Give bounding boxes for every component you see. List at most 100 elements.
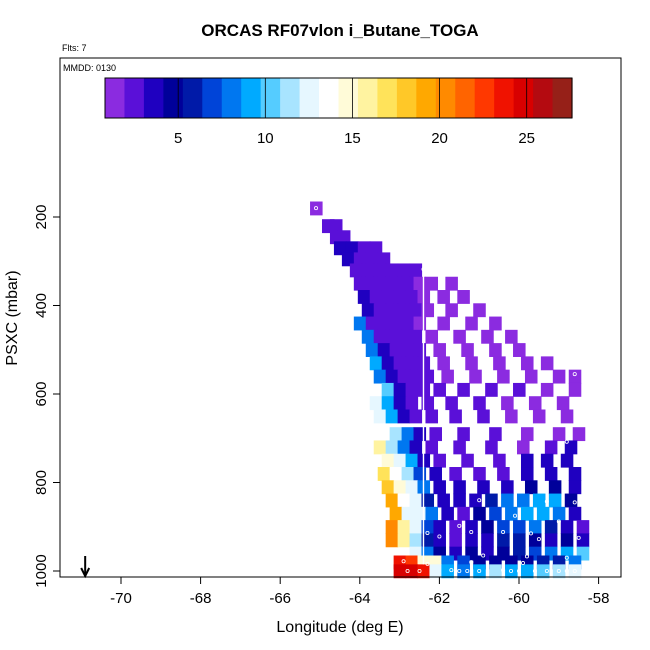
heatmap-cell (465, 520, 478, 534)
sample-points (314, 206, 581, 574)
heatmap-cell (497, 467, 510, 481)
heatmap-cell (393, 480, 407, 495)
sample-point (576, 535, 581, 540)
sample-point (477, 498, 482, 503)
heatmap-cell (357, 241, 371, 256)
heatmap-cell (489, 427, 502, 442)
heatmap-cells (310, 201, 590, 579)
heatmap-cell (405, 290, 419, 304)
heatmap-cell (536, 506, 550, 521)
heatmap-cell (489, 343, 502, 357)
heatmap-cell (377, 316, 391, 331)
heatmap-cell (373, 369, 387, 384)
heatmap-cell (505, 506, 518, 521)
heatmap-cell (365, 276, 379, 291)
heatmap-cell (429, 427, 442, 442)
heatmap-cell (469, 369, 482, 384)
colorbar-swatch (377, 78, 398, 118)
sample-point (457, 569, 462, 574)
colorbar-swatch (124, 78, 145, 118)
y-axis-label: PSXC (mbar) (4, 270, 21, 365)
heatmap-cell (393, 564, 407, 579)
heatmap-cell (489, 506, 502, 521)
heatmap-cell (353, 252, 367, 267)
sample-point (532, 569, 537, 574)
sample-point (517, 569, 522, 574)
colorbar-swatch (143, 78, 164, 118)
heatmap-cell (377, 343, 391, 357)
heatmap-cell (361, 303, 375, 318)
heatmap-cell (425, 329, 439, 344)
heatmap-cell (544, 467, 558, 481)
heatmap-cell (568, 564, 582, 579)
heatmap-cell (413, 276, 427, 291)
heatmap-cell (501, 480, 514, 495)
heatmap-cell (560, 453, 574, 468)
heatmap-cell (449, 467, 462, 481)
heatmap-cell (385, 263, 399, 278)
heatmap-cell (560, 520, 574, 534)
heatmap-cell (528, 520, 542, 534)
heatmap-cell (568, 382, 582, 397)
sample-point (564, 439, 569, 444)
heatmap-cell (453, 440, 466, 455)
heatmap-cell (485, 440, 498, 455)
heatmap-cell (552, 506, 566, 521)
heatmap-cell (552, 564, 566, 579)
heatmap-cell (397, 533, 411, 548)
heatmap-cell (465, 533, 478, 548)
heatmap-cell (556, 396, 570, 411)
colorbar-swatch (182, 78, 203, 118)
heatmap-cell (389, 316, 403, 331)
x-tick-label: -66 (269, 590, 291, 607)
heatmap-cell (517, 493, 530, 508)
heatmap-cell (572, 427, 586, 442)
colorbar-swatch (416, 78, 437, 118)
heatmap-cell (437, 316, 450, 331)
heatmap-cell (568, 480, 582, 495)
colorbar-swatch (357, 78, 379, 118)
heatmap-cell (405, 480, 419, 495)
heatmap-cell (409, 440, 423, 455)
heatmap-cell (437, 356, 450, 371)
sample-point (417, 569, 422, 574)
sample-point (437, 534, 442, 539)
heatmap-cell (540, 453, 554, 468)
sample-point (425, 530, 430, 535)
heatmap-cell (433, 533, 446, 548)
heatmap-cell (568, 467, 582, 481)
heatmap-cell (485, 493, 498, 508)
sample-point (544, 569, 549, 574)
heatmap-cell (513, 382, 526, 397)
colorbar-ticks: 5 10 15 20 25 (174, 78, 535, 147)
heatmap-cell (552, 427, 566, 442)
heatmap-cell (433, 480, 446, 495)
heatmap-cell (381, 290, 395, 304)
heatmap-cell (381, 480, 395, 495)
heatmap-cell (385, 369, 399, 384)
y-tick-label: 200 (33, 204, 50, 229)
x-tick-label: -68 (190, 590, 212, 607)
heatmap-cell (377, 276, 391, 291)
heatmap-cell (361, 263, 375, 278)
heatmap-cell (473, 506, 486, 521)
colorbar-swatch (202, 78, 223, 118)
heatmap-cell (445, 396, 458, 411)
heatmap-cell (389, 276, 403, 291)
x-tick-label: -64 (349, 590, 371, 607)
heatmap-cell (461, 453, 474, 468)
heatmap-cell (349, 263, 363, 278)
heatmap-cell (397, 409, 411, 424)
heatmap-cell (409, 493, 423, 508)
heatmap-cell (457, 506, 470, 521)
heatmap-cell (409, 369, 423, 384)
heatmap-cell (369, 241, 383, 256)
heatmap-cell (389, 506, 403, 521)
heatmap-cell (421, 303, 435, 318)
heatmap-cell (373, 303, 387, 318)
heatmap-cell (548, 480, 562, 495)
heatmap-cell (405, 382, 419, 397)
heatmap-cell (473, 467, 486, 481)
x-tick-label: -70 (110, 590, 132, 607)
heatmap-cell (377, 252, 391, 267)
